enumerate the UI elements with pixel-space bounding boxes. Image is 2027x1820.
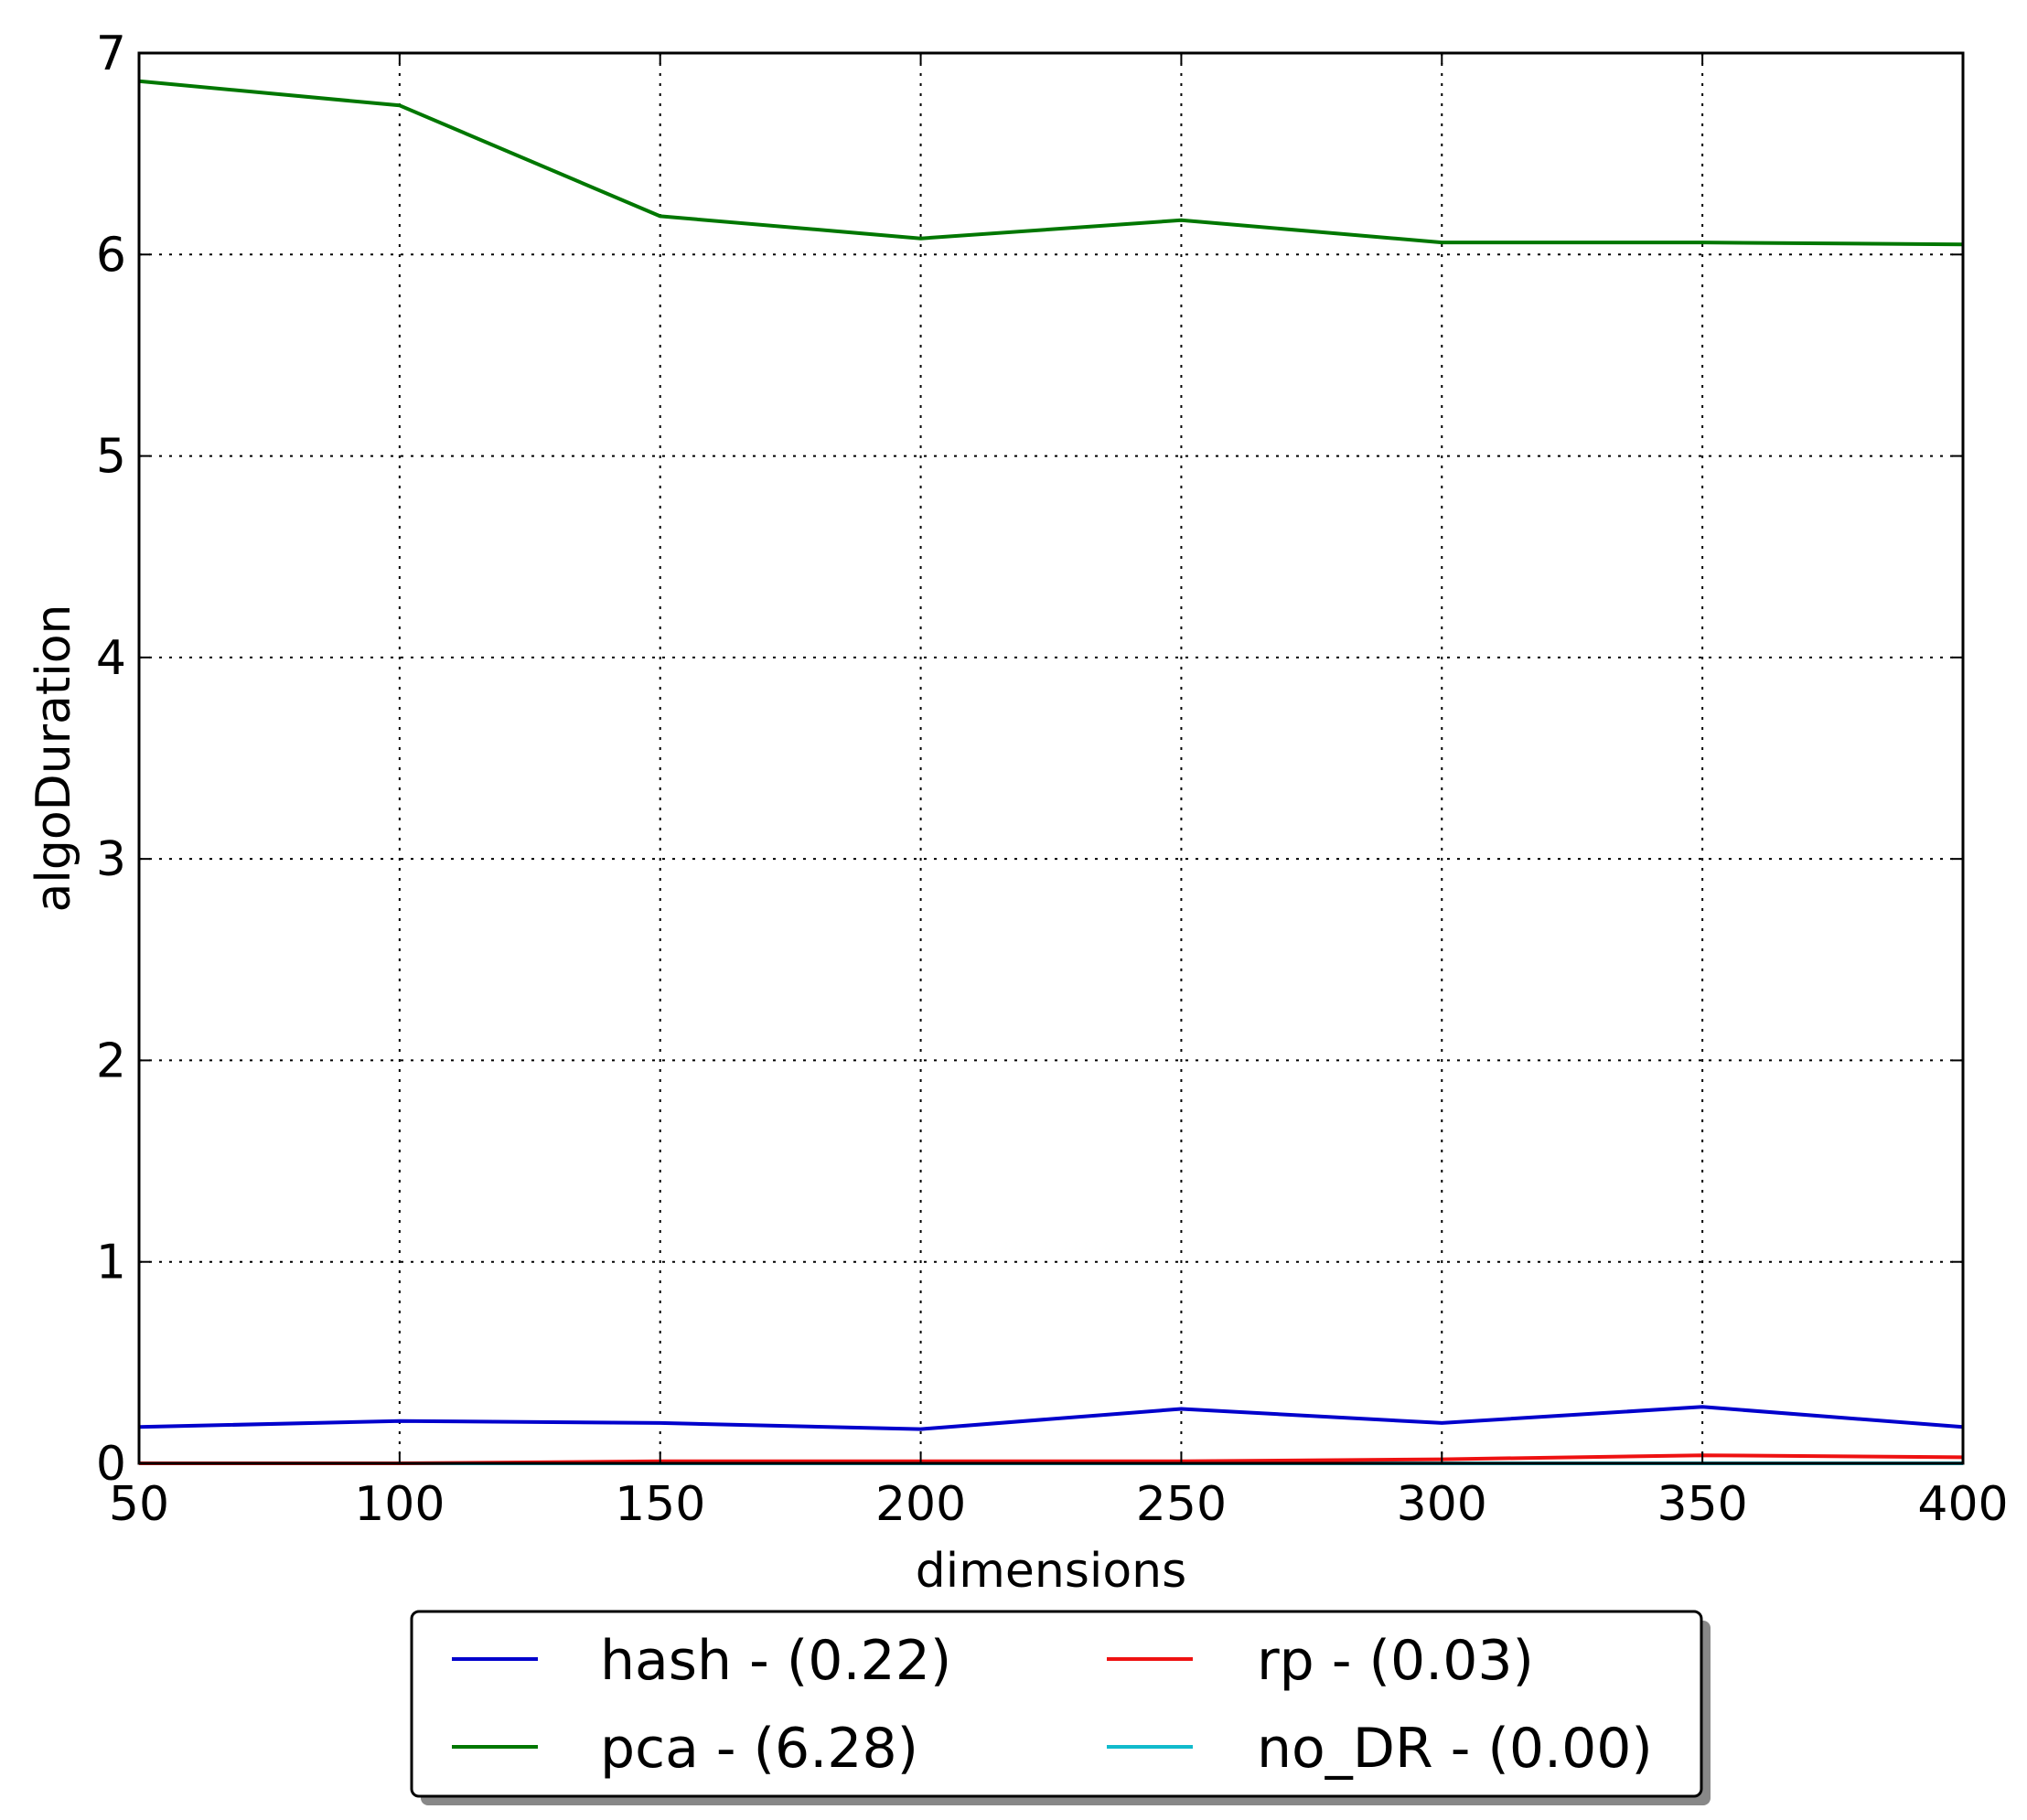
x-tick-label: 50 (109, 1477, 169, 1532)
x-axis-label: dimensions (916, 1544, 1186, 1599)
x-tick-label: 150 (615, 1477, 705, 1532)
series-layer (138, 79, 1964, 1465)
series-line-0 (138, 1405, 1964, 1431)
y-tick-label: 7 (96, 27, 126, 81)
x-tick-label: 300 (1397, 1477, 1487, 1532)
legend-box (410, 1610, 1703, 1798)
x-tick-label: 250 (1136, 1477, 1227, 1532)
legend-label: hash - (0.22) (600, 1629, 951, 1693)
y-tick-label: 4 (96, 631, 126, 686)
series-line-1 (138, 79, 1964, 247)
y-tick-label: 5 (96, 430, 126, 485)
grid (138, 52, 1964, 1464)
x-tick-label: 350 (1657, 1477, 1748, 1532)
tick-labels: 50 100 150 200 250 300 350 400 0 1 2 3 4 5 6 7 (96, 27, 2009, 1532)
y-tick-label: 6 (96, 228, 126, 283)
y-tick-label: 3 (96, 832, 126, 887)
plot-frame (137, 51, 1965, 1465)
legend-label: no_DR - (0.00) (1257, 1717, 1653, 1781)
ticks (138, 52, 1964, 1464)
legend-label: pca - (6.28) (600, 1717, 918, 1781)
y-axis-label: algoDuration (27, 605, 81, 913)
legend-items: hash - (0.22) pca - (6.28) rp - (0.03) no_D… (452, 1629, 1653, 1781)
y-tick-label: 1 (96, 1236, 126, 1290)
y-tick-label: 2 (96, 1033, 126, 1088)
x-tick-label: 100 (354, 1477, 445, 1532)
legend: hash - (0.22) pca - (6.28) rp - (0.03) no_D… (410, 1610, 1711, 1805)
x-tick-label: 400 (1917, 1477, 2008, 1532)
y-tick-label: 0 (96, 1437, 126, 1492)
legend-label: rp - (0.03) (1257, 1629, 1534, 1693)
x-tick-label: 200 (875, 1477, 966, 1532)
